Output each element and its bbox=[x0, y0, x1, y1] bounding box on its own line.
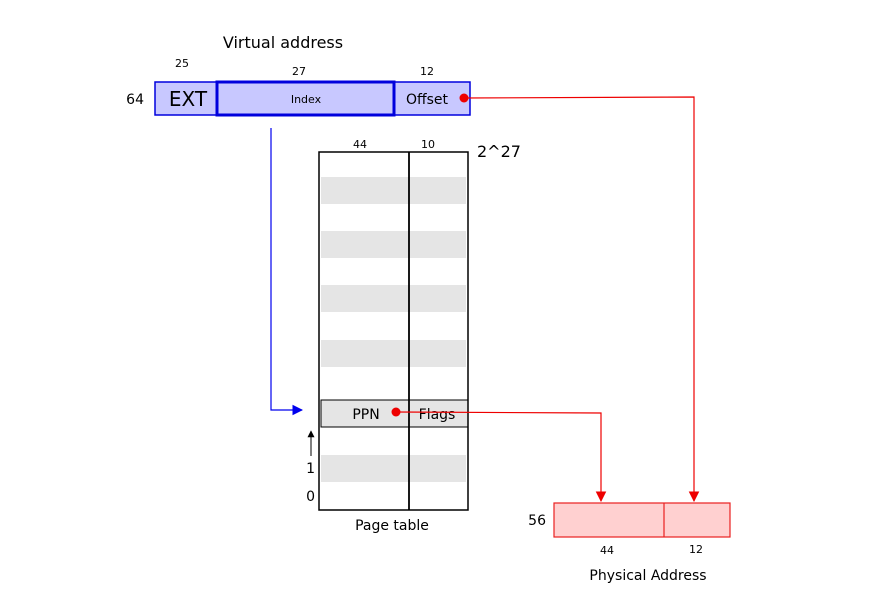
page-table-box bbox=[318, 151, 469, 511]
virtual-address-title: Virtual address bbox=[223, 33, 343, 52]
page-table-size-label: 2^27 bbox=[477, 142, 521, 161]
offset-field-label: Offset bbox=[406, 92, 449, 108]
page-table-row-0-label: 0 bbox=[306, 489, 315, 505]
physical-address-width-label: 56 bbox=[528, 513, 546, 529]
ext-field-label: EXT bbox=[169, 87, 208, 111]
shaded-row bbox=[321, 340, 466, 367]
physical-offset-bits-label: 12 bbox=[689, 543, 703, 556]
page-table-flags-bits-label: 10 bbox=[421, 138, 435, 151]
entry-flags-label: Flags bbox=[419, 407, 456, 423]
index-to-page-table-arrow bbox=[270, 128, 304, 416]
shaded-row bbox=[321, 177, 466, 204]
page-table-row-1-label: 1 bbox=[306, 461, 315, 477]
physical-ppn-bits-label: 44 bbox=[600, 544, 614, 557]
virtual-address-register bbox=[154, 80, 471, 117]
ext-bits-label: 25 bbox=[175, 57, 189, 70]
entry-ppn-label: PPN bbox=[352, 407, 379, 423]
index-field-box bbox=[215, 80, 396, 117]
ppn-to-physical-arrow bbox=[395, 411, 607, 503]
physical-address-register bbox=[553, 502, 731, 538]
virtual-address-width-label: 64 bbox=[126, 92, 144, 108]
page-table-shaded-rows bbox=[321, 177, 466, 482]
offset-to-physical-arrow bbox=[463, 96, 700, 503]
index-field-label: Index bbox=[291, 93, 322, 106]
page-table-title: Page table bbox=[355, 518, 429, 534]
page-table-ppn-bits-label: 44 bbox=[353, 138, 367, 151]
physical-address-title: Physical Address bbox=[589, 568, 706, 584]
index-bits-label: 27 bbox=[292, 65, 306, 78]
physical-address-box bbox=[553, 502, 731, 538]
shaded-row bbox=[321, 285, 466, 312]
offset-bits-label: 12 bbox=[420, 65, 434, 78]
shaded-row bbox=[321, 231, 466, 258]
shaded-row bbox=[321, 455, 466, 482]
